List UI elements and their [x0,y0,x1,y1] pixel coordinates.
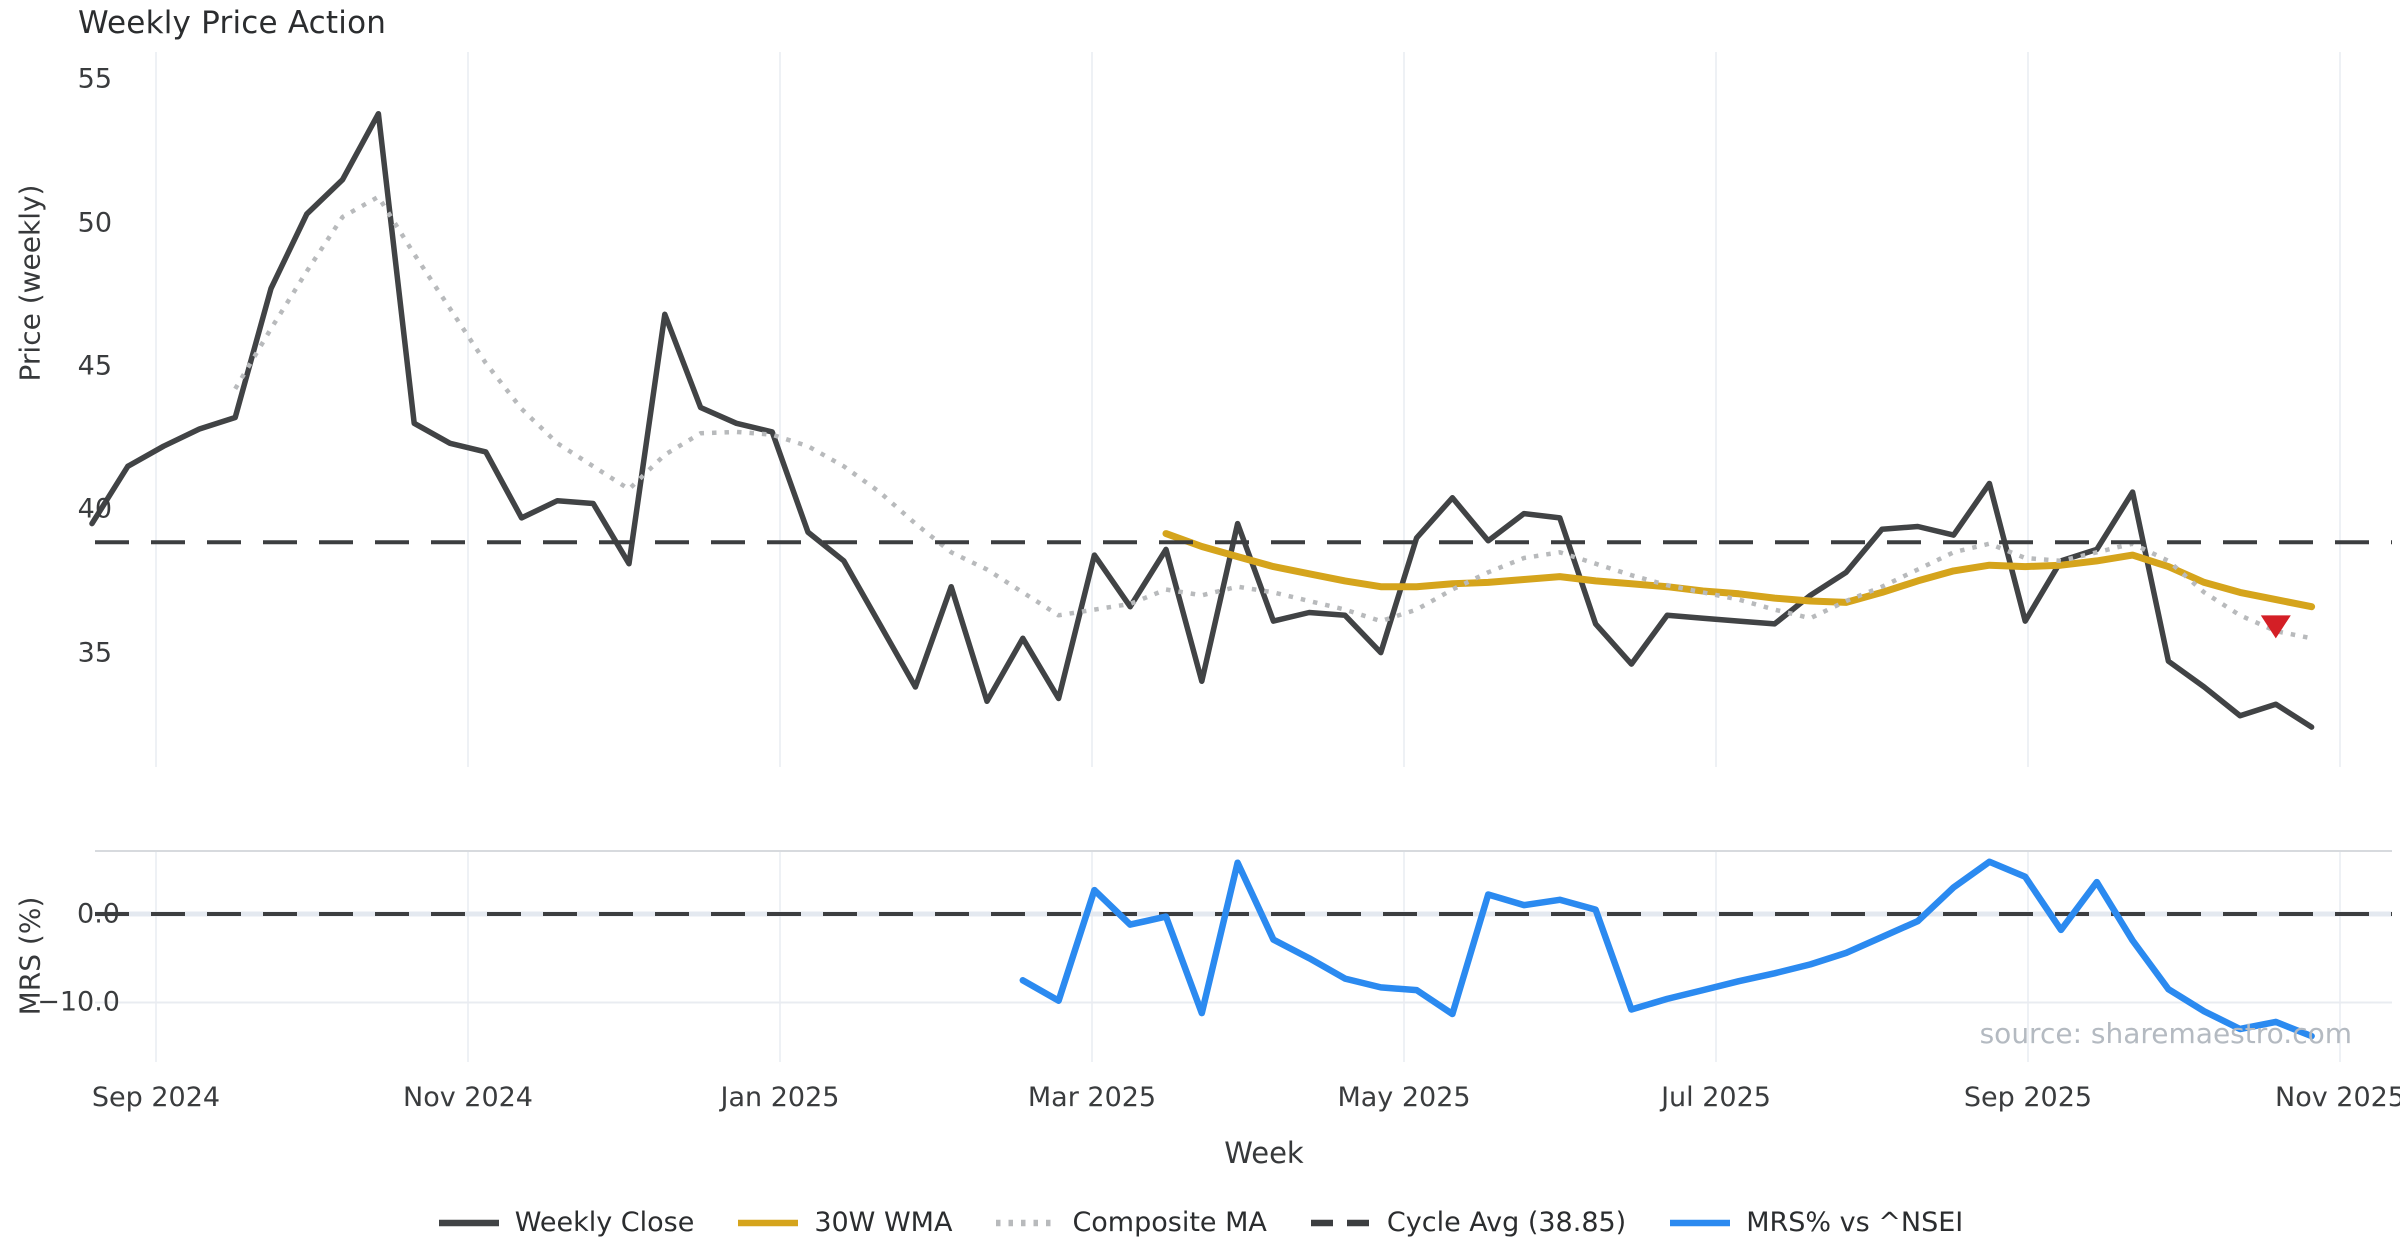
legend-swatch-dashed-icon [1310,1219,1371,1226]
source-watermark: source: sharemaestro.com [1979,1017,2352,1050]
chart-title: Weekly Price Action [78,5,387,41]
legend-swatch-solid-icon [438,1219,499,1226]
legend-item-composite-ma: Composite MA [994,1207,1267,1238]
x-tick: Nov 2025 [2275,1082,2400,1113]
legend-item-cycle-avg-38-85: Cycle Avg (38.85) [1309,1207,1626,1238]
x-tick: Nov 2024 [403,1082,533,1113]
legend-item-30w-wma: 30W WMA [736,1207,952,1238]
legend-swatch-dotted-icon [996,1219,1057,1226]
price-ytick: 55 [77,63,112,95]
mrs-ytick: −10.0 [37,986,120,1018]
x-tick: May 2025 [1337,1082,1471,1113]
x-axis-label: Week [1224,1136,1304,1170]
legend: Weekly Close 30W WMA Composite MA Cycle Avg… [0,1207,2400,1238]
x-tick: Jul 2025 [1661,1082,1771,1113]
legend-swatch-solid-icon [1670,1219,1731,1226]
legend-label: Cycle Avg (38.85) [1386,1207,1627,1238]
30w-wma-line [1162,530,2316,611]
x-tick: Sep 2024 [91,1082,221,1113]
legend-label: 30W WMA [814,1207,953,1238]
x-tick: Sep 2025 [1963,1082,2093,1113]
price-ytick: 45 [77,350,112,382]
legend-item-mrs-vs-nsei: MRS% vs ^NSEI [1668,1207,1963,1238]
weekly-close-line [89,110,2315,730]
price-ytick: 35 [77,637,112,669]
legend-label: Weekly Close [514,1207,695,1238]
composite-ma-line [233,194,2313,641]
x-tick: Jan 2025 [720,1082,840,1113]
mrs-vs-nsei-line [1019,858,2315,1040]
triangle-down-marker [2260,615,2291,639]
mrs-ytick: 0.0 [77,898,120,930]
price-ytick: 50 [77,207,112,239]
legend-swatch-solid-icon [738,1219,799,1226]
x-tick: Mar 2025 [1027,1082,1157,1113]
legend-label: Composite MA [1072,1207,1267,1238]
legend-label: MRS% vs ^NSEI [1746,1207,1964,1238]
price-ytick: 40 [77,493,112,525]
legend-item-weekly-close: Weekly Close [437,1207,695,1238]
